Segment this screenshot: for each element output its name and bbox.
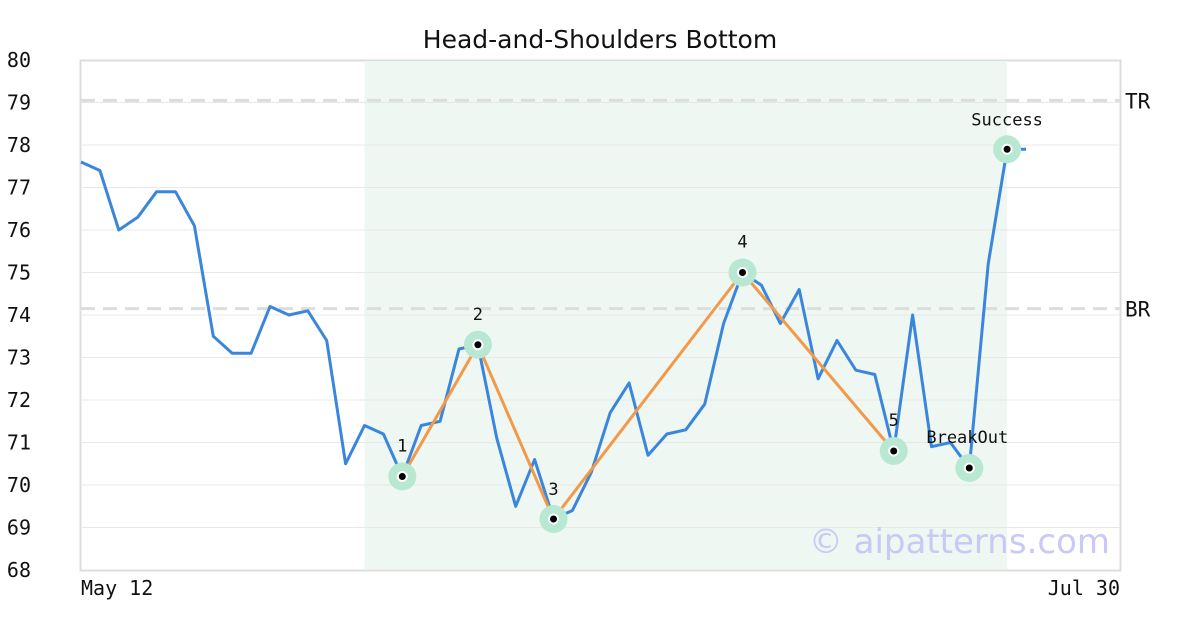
pattern-markers: 1 2 3 4 5 BreakOut Success — [388, 110, 1043, 533]
pattern-point-dot — [548, 513, 559, 525]
pattern-point-label: 5 — [889, 411, 899, 431]
pattern-point-label: 4 — [737, 233, 747, 253]
y-tick-label: 74 — [7, 303, 31, 327]
y-tick-label: 72 — [7, 388, 31, 412]
pattern-point-label: 3 — [548, 480, 558, 500]
breakout-point-dot — [963, 462, 975, 474]
level-label: BR — [1125, 298, 1151, 322]
y-tick-label: 76 — [7, 218, 31, 242]
x-axis: May 12 Jul 30 — [81, 576, 1120, 600]
watermark: © aipatterns.com — [809, 522, 1110, 562]
y-tick-label: 78 — [7, 133, 31, 157]
y-tick-label: 75 — [7, 261, 31, 285]
y-axis: 68 69 70 71 72 73 74 75 76 77 78 79 80 — [7, 48, 31, 582]
pattern-point-dot — [737, 267, 748, 278]
breakout-point-label: BreakOut — [926, 428, 1008, 448]
y-tick-label: 79 — [7, 91, 31, 115]
pattern-point-dot — [396, 471, 408, 482]
success-point-dot — [1001, 143, 1013, 155]
y-tick-label: 68 — [7, 558, 31, 582]
pattern-point-label: 2 — [473, 305, 483, 325]
level-lines: TR BR — [81, 89, 1151, 322]
y-tick-label: 69 — [7, 516, 31, 540]
y-tick-label: 77 — [7, 176, 31, 200]
pattern-point-label: 1 — [397, 437, 407, 457]
grid — [81, 102, 1120, 528]
pattern-point-dot — [472, 339, 484, 351]
chart-title: Head-and-Shoulders Bottom — [423, 25, 777, 54]
level-label: TR — [1125, 89, 1151, 113]
y-tick-label: 73 — [7, 346, 31, 370]
x-tick-label: Jul 30 — [1048, 576, 1120, 600]
success-point-label: Success — [971, 110, 1043, 130]
x-tick-label: May 12 — [81, 576, 153, 600]
pattern-point-dot — [888, 445, 900, 457]
plot-frame — [79, 59, 1122, 572]
y-tick-label: 80 — [7, 48, 31, 72]
y-tick-label: 70 — [7, 473, 31, 497]
y-tick-label: 71 — [7, 431, 31, 455]
